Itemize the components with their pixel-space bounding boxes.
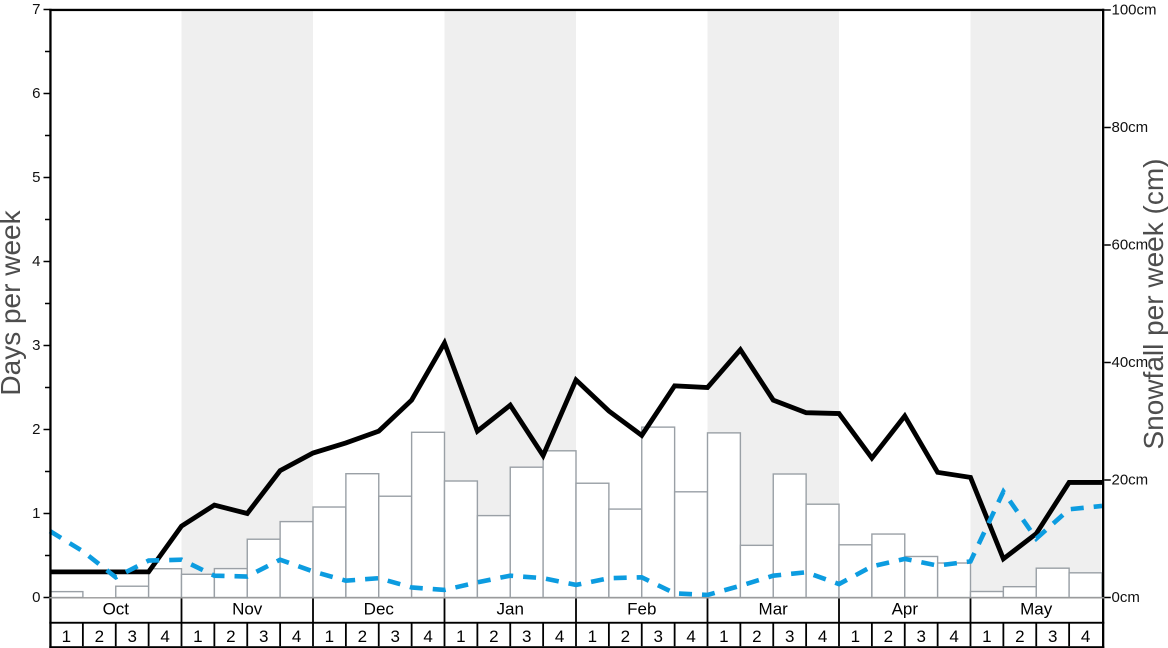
- svg-text:1: 1: [62, 627, 71, 646]
- svg-text:Mar: Mar: [759, 600, 789, 619]
- svg-text:80cm: 80cm: [1112, 119, 1149, 136]
- svg-text:Oct: Oct: [103, 600, 130, 619]
- svg-text:4: 4: [555, 627, 564, 646]
- svg-text:3: 3: [785, 627, 794, 646]
- svg-text:1: 1: [588, 627, 597, 646]
- svg-text:4: 4: [292, 627, 301, 646]
- svg-text:2: 2: [358, 627, 367, 646]
- svg-text:4: 4: [818, 627, 827, 646]
- svg-text:20cm: 20cm: [1112, 472, 1149, 489]
- svg-text:2: 2: [1015, 627, 1024, 646]
- svg-text:1: 1: [719, 627, 728, 646]
- svg-text:3: 3: [522, 627, 531, 646]
- svg-text:2: 2: [95, 627, 104, 646]
- svg-text:0cm: 0cm: [1112, 589, 1140, 606]
- svg-text:2: 2: [752, 627, 761, 646]
- svg-text:1: 1: [851, 627, 860, 646]
- svg-text:2: 2: [884, 627, 893, 646]
- svg-text:2: 2: [226, 627, 235, 646]
- svg-text:2: 2: [32, 421, 40, 438]
- svg-text:4: 4: [949, 627, 958, 646]
- svg-text:Dec: Dec: [364, 600, 395, 619]
- svg-text:3: 3: [653, 627, 662, 646]
- svg-text:0: 0: [32, 589, 40, 606]
- svg-text:5: 5: [32, 169, 40, 186]
- svg-text:Feb: Feb: [627, 600, 656, 619]
- svg-text:Days per week: Days per week: [0, 209, 26, 395]
- svg-text:1: 1: [456, 627, 465, 646]
- svg-text:3: 3: [390, 627, 399, 646]
- svg-text:Apr: Apr: [892, 600, 919, 619]
- svg-text:3: 3: [916, 627, 925, 646]
- svg-text:4: 4: [423, 627, 432, 646]
- svg-text:7: 7: [32, 1, 40, 18]
- svg-text:1: 1: [32, 505, 40, 522]
- svg-text:1: 1: [325, 627, 334, 646]
- svg-text:3: 3: [127, 627, 136, 646]
- svg-text:3: 3: [1048, 627, 1057, 646]
- svg-text:Snowfall per week (cm): Snowfall per week (cm): [1138, 159, 1168, 450]
- svg-text:Jan: Jan: [496, 600, 523, 619]
- svg-text:4: 4: [1081, 627, 1090, 646]
- svg-text:May: May: [1020, 600, 1053, 619]
- svg-text:4: 4: [32, 253, 40, 270]
- svg-text:100cm: 100cm: [1112, 2, 1157, 19]
- svg-text:1: 1: [982, 627, 991, 646]
- svg-text:2: 2: [621, 627, 630, 646]
- svg-text:4: 4: [686, 627, 695, 646]
- svg-text:6: 6: [32, 85, 40, 102]
- svg-text:1: 1: [193, 627, 202, 646]
- svg-text:60cm: 60cm: [1112, 237, 1149, 254]
- svg-text:4: 4: [160, 627, 169, 646]
- svg-text:3: 3: [32, 337, 40, 354]
- svg-text:Nov: Nov: [232, 600, 263, 619]
- svg-text:2: 2: [489, 627, 498, 646]
- svg-text:40cm: 40cm: [1112, 354, 1149, 371]
- svg-text:3: 3: [259, 627, 268, 646]
